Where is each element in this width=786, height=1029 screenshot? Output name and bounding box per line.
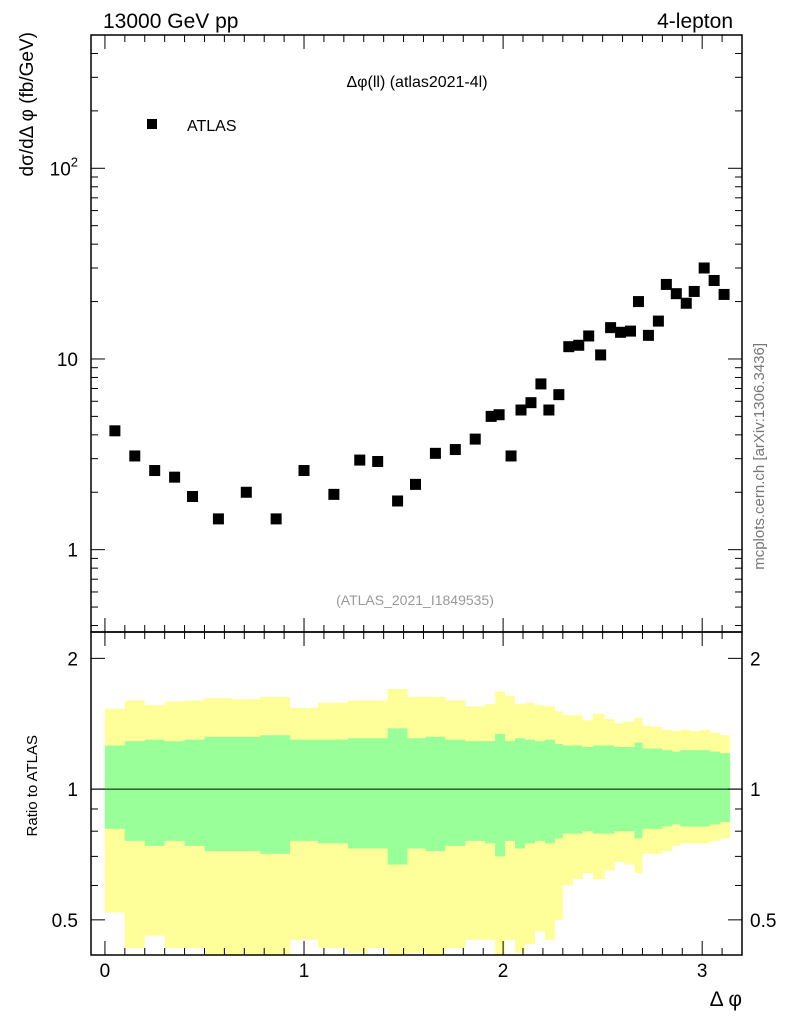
data-point xyxy=(169,471,181,483)
data-point xyxy=(392,495,404,507)
data-point xyxy=(553,389,565,401)
x-tick-label: 1 xyxy=(299,961,310,982)
data-point xyxy=(708,274,720,286)
data-point xyxy=(680,297,692,309)
legend-label: ATLAS xyxy=(187,118,237,135)
y-tick-label-right: 0.5 xyxy=(750,911,776,932)
x-tick-label: 3 xyxy=(697,961,708,982)
y-tick-label-right: 2 xyxy=(750,649,761,670)
data-point xyxy=(505,450,517,462)
ratio-bands xyxy=(104,689,731,955)
x-tick-labels: 0 1 2 3 xyxy=(100,961,708,982)
data-point xyxy=(573,339,585,351)
data-point xyxy=(535,378,547,390)
data-point xyxy=(688,285,700,297)
main-ylabel: dσ/dΔ φ (fb/GeV) xyxy=(17,32,38,176)
data-point xyxy=(449,444,461,456)
data-point xyxy=(354,454,366,466)
y-tick-label: 102 xyxy=(50,154,78,180)
data-point xyxy=(652,315,664,327)
y-tick-label: 10 xyxy=(57,350,78,371)
data-point xyxy=(485,410,497,422)
data-point xyxy=(328,488,340,500)
y-tick-label-right: 1 xyxy=(750,780,761,801)
ratio-axis-ticks xyxy=(91,632,742,955)
data-point xyxy=(670,288,682,300)
ratio-frame xyxy=(90,631,743,956)
data-point xyxy=(187,491,199,503)
data-point xyxy=(212,513,224,525)
x-tick-label: 0 xyxy=(100,961,111,982)
ratio-panel: Ratio to ATLAS 0.5 0.5 1 1 2 2 0 1 2 3 Δ φ xyxy=(24,631,777,1011)
data-point xyxy=(718,288,730,300)
data-point xyxy=(149,465,161,477)
data-point xyxy=(605,322,617,334)
y-tick-label: 0.5 xyxy=(52,911,78,932)
data-point xyxy=(632,296,644,308)
data-point xyxy=(642,329,654,341)
x-tick-label: 2 xyxy=(498,961,509,982)
main-y-tick-labels: 1 10 102 xyxy=(50,154,78,561)
data-point xyxy=(469,433,481,445)
y-tick-label: 1 xyxy=(67,780,78,801)
data-point xyxy=(525,397,537,409)
data-point xyxy=(583,330,595,342)
main-panel: Δφ(ll) (atlas2021-4l) (ATLAS_2021_I18495… xyxy=(17,32,743,633)
data-point xyxy=(372,455,384,467)
legend-marker xyxy=(147,119,157,129)
data-point xyxy=(240,486,252,498)
data-point xyxy=(615,326,627,338)
ratio-band xyxy=(104,728,731,865)
data-point xyxy=(298,465,310,477)
data-point xyxy=(595,349,607,361)
main-markers xyxy=(109,262,730,525)
data-point xyxy=(543,404,555,416)
header-right: 4-lepton xyxy=(657,10,733,33)
header-left: 13000 GeV pp xyxy=(103,10,238,33)
ratio-ylabel: Ratio to ATLAS xyxy=(24,735,41,836)
legend: ATLAS xyxy=(147,118,237,135)
x-axis-label: Δ φ xyxy=(710,988,742,1011)
data-point xyxy=(698,262,710,274)
data-point xyxy=(109,425,121,437)
side-label: mcplots.cern.ch [arXiv:1306.3436] xyxy=(751,343,768,570)
data-point xyxy=(429,447,441,459)
main-watermark: (ATLAS_2021_I1849535) xyxy=(336,592,494,608)
data-point xyxy=(660,278,672,290)
data-point xyxy=(270,513,282,525)
data-point xyxy=(129,450,141,462)
data-point xyxy=(493,409,505,421)
data-point xyxy=(410,478,422,490)
data-point xyxy=(515,404,527,416)
main-title: Δφ(ll) (atlas2021-4l) xyxy=(346,74,487,91)
data-point xyxy=(625,325,637,337)
data-point xyxy=(563,341,575,353)
ratio-y-tick-labels: 0.5 0.5 1 1 2 2 xyxy=(52,649,777,931)
y-tick-label: 1 xyxy=(67,541,78,562)
y-tick-label: 2 xyxy=(67,649,78,670)
